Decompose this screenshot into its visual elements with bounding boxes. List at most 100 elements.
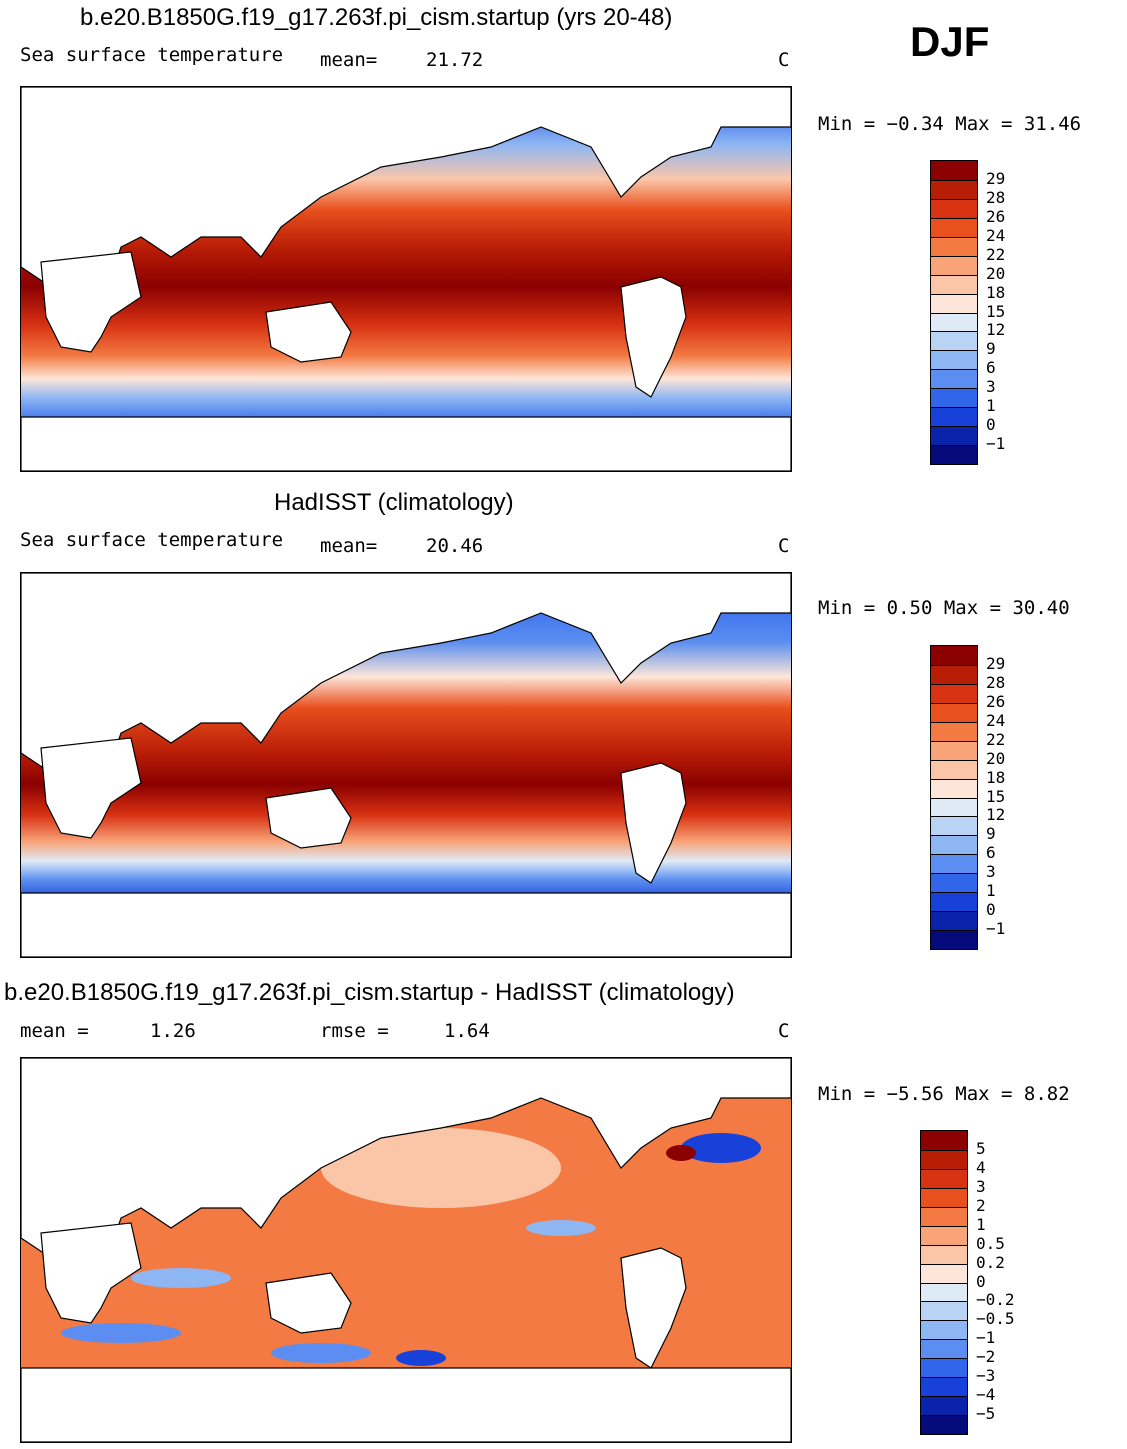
- panel3-colorbar-label: −2: [976, 1347, 996, 1367]
- panel3-colorbar: 5 4 3 2 1 0.5 0.2 0 −0.2 −0.5 −1 −2 −3 −4 −5: [920, 1130, 1015, 1435]
- panel2-colorbar: 29 28 26 24 22 20 18 15 12 9 6 3 1 0 −1: [930, 645, 1005, 950]
- panel1-colorbar-label: 28: [986, 187, 1006, 207]
- panel1-colorbar-segment: [931, 179, 977, 199]
- panel1-colorbar-label: 20: [986, 263, 1006, 283]
- panel1-colorbar-segment: [931, 350, 977, 370]
- panel1-colorbar-label: 0: [986, 415, 996, 435]
- panel3-colorbar-segment: [921, 1301, 967, 1321]
- panel2-africa: [40, 737, 142, 839]
- panel3-colorbar-box: [920, 1130, 968, 1435]
- panel3-mean-value: 1.26: [150, 1020, 196, 1042]
- panel3-colorbar-segment: [921, 1149, 967, 1169]
- panel2-title: HadISST (climatology): [274, 489, 514, 516]
- panel1-colorbar-segment: [931, 274, 977, 294]
- panel3-colorbar-segment: [921, 1225, 967, 1245]
- panel1-title: b.e20.B1850G.f19_g17.263f.pi_cism.startu…: [80, 4, 673, 31]
- panel3-colorbar-label: 2: [976, 1195, 986, 1215]
- panel3-colorbar-label: −3: [976, 1366, 996, 1386]
- panel3-antarctica: [21, 1367, 791, 1442]
- panel3-colorbar-label: −5: [976, 1404, 996, 1424]
- panel2-colorbar-label: 28: [986, 672, 1006, 692]
- panel1-colorbar-label: −1: [986, 434, 1006, 454]
- panel3-australia: [265, 1272, 352, 1334]
- season-label: DJF: [910, 18, 990, 65]
- panel1-colorbar-segment: [931, 445, 977, 464]
- panel2-colorbar-segment: [931, 930, 977, 949]
- panel2-colorbar-segment: [931, 759, 977, 779]
- panel1-minmax: Min = −0.34 Max = 31.46: [818, 113, 1082, 135]
- panel1-colorbar-segment: [931, 198, 977, 218]
- panel3-indian-ocean-cool-patch: [131, 1268, 231, 1288]
- panel3-colorbar-segment: [921, 1358, 967, 1378]
- panel3-africa: [40, 1222, 142, 1324]
- panel3-colorbar-segment: [921, 1415, 967, 1434]
- panel3-colorbar-label: 0.2: [976, 1252, 1005, 1272]
- panel1-colorbar-segment: [931, 331, 977, 351]
- panel2-minmax: Min = 0.50 Max = 30.40: [818, 597, 1070, 619]
- panel3-colorbar-segment: [921, 1377, 967, 1397]
- panel2-colorbar-segment: [931, 740, 977, 760]
- panel1-colorbar-label: 12: [986, 320, 1006, 340]
- panel1-colorbar-segment: [931, 388, 977, 408]
- panel3-colorbar-segment: [921, 1396, 967, 1416]
- panel1-colorbar-label: 9: [986, 339, 996, 359]
- panel3-gulf-stream-cold-patch: [681, 1133, 761, 1163]
- panel3-map-svg: [21, 1058, 791, 1442]
- panel2-mean-label: mean=: [320, 535, 378, 557]
- panel1-colorbar-segment: [931, 369, 977, 389]
- panel2-colorbar-label: 0: [986, 900, 996, 920]
- panel2-colorbar-label: 15: [986, 786, 1006, 806]
- panel3-units: C: [778, 1020, 790, 1042]
- panel3-colorbar-segment: [921, 1187, 967, 1207]
- panel1-map: [20, 86, 792, 472]
- panel3-southern-ocean-cool-patch-2: [271, 1343, 371, 1363]
- panel2-colorbar-segment: [931, 797, 977, 817]
- panel2-colorbar-segment: [931, 854, 977, 874]
- panel1-colorbar-segment: [931, 426, 977, 446]
- panel2-colorbar-label: 1: [986, 881, 996, 901]
- panel2-colorbar-segment: [931, 835, 977, 855]
- panel1-units: C: [778, 49, 790, 71]
- panel1-mean-label: mean=: [320, 49, 378, 71]
- panel2-colorbar-label: 26: [986, 691, 1006, 711]
- panel3-south-america: [620, 1247, 687, 1369]
- panel1-australia: [265, 301, 352, 363]
- panel2-antarctica: [21, 892, 791, 957]
- panel1-colorbar-segment: [931, 236, 977, 256]
- panel2-colorbar-label: 12: [986, 805, 1006, 825]
- panel3-colorbar-label: −1: [976, 1328, 996, 1348]
- panel2-colorbar-segment: [931, 702, 977, 722]
- panel1-colorbar-label: 15: [986, 301, 1006, 321]
- panel1-continents: [21, 87, 791, 471]
- panel3-title: b.e20.B1850G.f19_g17.263f.pi_cism.startu…: [4, 979, 735, 1006]
- panel2-colorbar-segment: [931, 892, 977, 912]
- panel3-colorbar-segment: [921, 1206, 967, 1226]
- panel3-colorbar-label: 1: [976, 1214, 986, 1234]
- panel2-colorbar-label: 9: [986, 824, 996, 844]
- panel3-colorbar-label: −4: [976, 1385, 996, 1405]
- panel3-rmse-label: rmse =: [320, 1020, 389, 1042]
- panel2-mean-value: 20.46: [426, 535, 484, 557]
- panel1-south-america: [620, 276, 687, 398]
- panel3-colorbar-segment: [921, 1320, 967, 1340]
- panel2-colorbar-box: [930, 645, 978, 950]
- panel2-colorbar-segment: [931, 873, 977, 893]
- panel1-variable: Sea surface temperature: [20, 44, 284, 66]
- panel3-colorbar-segment: [921, 1282, 967, 1302]
- panel2-colorbar-segment: [931, 778, 977, 798]
- panel3-colorbar-segment: [921, 1168, 967, 1188]
- panel1-antarctica: [21, 416, 791, 471]
- panel2-colorbar-label: 6: [986, 843, 996, 863]
- panel2-colorbar-segment: [931, 911, 977, 931]
- panel2-colorbar-label: 29: [986, 653, 1006, 673]
- panel2-colorbar-segment: [931, 721, 977, 741]
- panel1-colorbar-label: 29: [986, 168, 1006, 188]
- panel3-colorbar-segment: [921, 1263, 967, 1283]
- panel1-colorbar-segment: [931, 293, 977, 313]
- panel3-southern-ocean-cool-patch-1: [61, 1323, 181, 1343]
- panel2-australia: [265, 787, 352, 849]
- panel2-colorbar-segment: [931, 646, 977, 665]
- panel2-south-america: [620, 762, 687, 884]
- panel2-colorbar-label: −1: [986, 919, 1006, 939]
- panel3-north-pacific-patch: [321, 1128, 561, 1208]
